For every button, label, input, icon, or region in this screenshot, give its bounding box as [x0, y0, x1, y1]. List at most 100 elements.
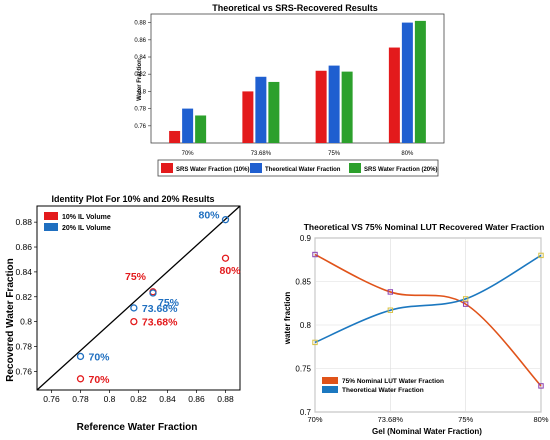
lut-line-chart: Theoretical VS 75% Nominal LUT Recovered… — [283, 222, 549, 436]
bar-chart-y-tick-label: 0.84 — [134, 55, 146, 61]
line-chart-x-tick-label: 70% — [307, 415, 322, 424]
bar-chart-y-tick-label: 0.78 — [134, 107, 146, 113]
identity-chart-x-tick-label: 0.76 — [43, 394, 60, 404]
bar-chart-y-tick-label: 0.82 — [134, 72, 146, 78]
line-chart-x-tick-label: 75% — [458, 415, 473, 424]
line-chart-y-tick-label: 0.8 — [300, 321, 312, 330]
bar-chart-legend-label: SRS Water Fraction (20%) — [364, 167, 437, 173]
identity-chart-x-tick-label: 0.8 — [104, 394, 116, 404]
bar-chart-y-tick-label: 0.88 — [134, 21, 146, 27]
bar-chart-plot-frame — [150, 13, 445, 144]
identity-point-label: 73.68% — [142, 303, 178, 315]
bar-3-75% — [341, 71, 353, 143]
identity-chart-y-tick-label: 0.8 — [20, 317, 32, 327]
identity-point-10pct-80% — [221, 254, 230, 262]
bar-chart-legend-swatch — [349, 163, 361, 173]
identity-point-10pct-73.68% — [130, 317, 138, 326]
bar-chart-y-axis-label: Water Fraction — [137, 59, 143, 101]
bar-chart-legend-label: Theoretical Water Fraction — [265, 167, 341, 173]
identity-chart-x-axis-label: Reference Water Fraction — [77, 422, 198, 433]
identity-chart-y-tick-label: 0.82 — [15, 292, 32, 302]
bar-chart-x-tick-label: 70% — [182, 151, 195, 157]
bar-chart-x-tick-label: 75% — [328, 151, 341, 157]
identity-legend-swatch — [44, 223, 58, 231]
identity-scatter-chart: Identity Plot For 10% and 20% Results Re… — [5, 194, 241, 433]
bar-chart-legend-swatch — [250, 163, 262, 173]
bar-2-75% — [328, 65, 340, 143]
line-chart-legend: 75% Nominal LUT Water Fraction Theoretica… — [322, 377, 444, 394]
line-chart-y-axis-label: water fraction — [283, 292, 292, 346]
line-point-1-75% — [462, 301, 469, 307]
bar-2-80% — [401, 22, 413, 144]
bar-chart: Theoretical vs SRS-Recovered Results Wat… — [134, 3, 445, 177]
line-chart-x-tick-label: 80% — [533, 415, 548, 424]
identity-chart-legend: 10% IL Volume 20% IL Volume — [44, 212, 111, 232]
identity-point-label: 75% — [125, 271, 147, 283]
identity-chart-y-tick-label: 0.76 — [15, 366, 32, 376]
line-chart-x-tick-label: 73.68% — [378, 415, 404, 424]
line-legend-label: Theoretical Water Fraction — [342, 387, 424, 394]
identity-point-10pct-70% — [76, 375, 85, 383]
identity-point-20pct-73.68% — [130, 304, 138, 312]
line-chart-y-tick-label: 0.7 — [300, 408, 312, 417]
bar-1-70% — [169, 130, 181, 143]
line-point-1-70% — [312, 251, 318, 258]
bar-2-73.68% — [255, 76, 267, 143]
line-chart-title: Theoretical VS 75% Nominal LUT Recovered… — [304, 222, 545, 232]
identity-chart-y-axis-label: Recovered Water Fraction — [5, 258, 16, 382]
bar-chart-y-tick-label: 0.76 — [134, 124, 146, 130]
bar-chart-x-tick-label: 80% — [401, 151, 414, 157]
bar-3-80% — [414, 20, 426, 144]
line-legend-swatch — [322, 386, 338, 393]
bar-3-70% — [195, 115, 207, 143]
bar-chart-y-tick-label: 0.86 — [134, 38, 146, 44]
line-point-2-70% — [312, 339, 318, 346]
bar-chart-legend-label: SRS Water Fraction (10%) — [176, 167, 249, 173]
identity-chart-x-tick-label: 0.82 — [130, 394, 147, 404]
line-point-2-75% — [462, 296, 469, 302]
identity-chart-x-tick-label: 0.78 — [72, 394, 89, 404]
bar-chart-title: Theoretical vs SRS-Recovered Results — [212, 3, 378, 13]
bar-3-73.68% — [268, 81, 280, 143]
bar-2-70% — [182, 108, 194, 143]
identity-chart-y-tick-label: 0.84 — [15, 267, 32, 277]
line-point-2-73.68% — [387, 307, 394, 313]
line-point-2-80% — [538, 252, 544, 259]
identity-point-20pct-75% — [149, 289, 157, 297]
line-chart-y-tick-label: 0.85 — [295, 278, 311, 287]
identity-point-label: 80% — [198, 210, 220, 222]
identity-legend-label: 10% IL Volume — [62, 214, 111, 221]
identity-point-label: 80% — [220, 265, 242, 277]
bar-chart-legend: SRS Water Fraction (10%) Theoretical Wate… — [157, 159, 439, 177]
identity-point-label: 70% — [89, 374, 111, 386]
line-legend-swatch — [322, 377, 338, 384]
line-series-1 — [314, 253, 542, 387]
line-chart-y-tick-label: 0.9 — [300, 234, 312, 243]
bar-chart-y-tick-label: 0.8 — [138, 89, 147, 95]
identity-point-label: 70% — [89, 351, 111, 363]
identity-point-label: 75% — [158, 297, 180, 309]
identity-chart-x-tick-label: 0.86 — [188, 394, 205, 404]
identity-legend-label: 20% IL Volume — [62, 225, 111, 232]
identity-chart-x-tick-label: 0.84 — [159, 394, 176, 404]
line-chart-y-tick-label: 0.75 — [295, 365, 311, 374]
bar-1-73.68% — [242, 91, 254, 143]
identity-point-20pct-70% — [76, 352, 85, 361]
bar-chart-legend-frame — [157, 159, 439, 177]
bar-chart-x-tick-label: 73.68% — [251, 151, 272, 157]
line-point-1-73.68% — [387, 289, 394, 295]
line-legend-label: 75% Nominal LUT Water Fraction — [342, 378, 444, 385]
identity-chart-y-tick-label: 0.88 — [15, 217, 32, 227]
identity-point-20pct-80% — [221, 216, 230, 224]
line-series-2 — [314, 254, 542, 344]
bar-1-80% — [388, 47, 400, 143]
identity-chart-title: Identity Plot For 10% and 20% Results — [51, 194, 214, 204]
bar-1-75% — [315, 70, 327, 143]
line-chart-x-axis-label: Gel (Nominal Water Fraction) — [372, 427, 482, 436]
identity-chart-y-tick-label: 0.86 — [15, 242, 32, 252]
identity-chart-y-tick-label: 0.78 — [15, 341, 32, 351]
identity-line — [36, 205, 241, 391]
identity-legend-swatch — [44, 212, 58, 220]
identity-point-label: 73.68% — [142, 317, 178, 329]
